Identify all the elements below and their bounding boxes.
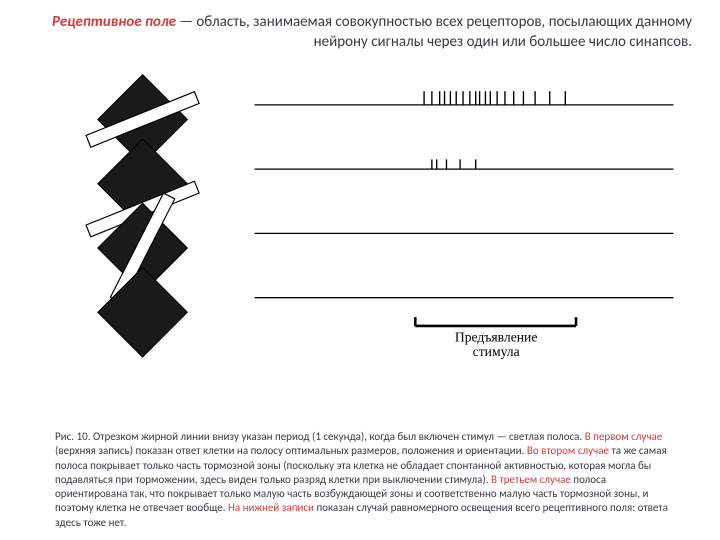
- caption-highlight-1: В первом случае: [585, 430, 663, 443]
- figure-svg: Предъявлениестимула: [22, 61, 682, 361]
- caption-highlight-3: В третьем случае: [491, 473, 571, 486]
- caption-seg-0: Отрезком жирной линии внизу указан перио…: [93, 430, 585, 443]
- slide: Рецептивное поле — область, занимаемая с…: [0, 0, 720, 540]
- heading-body: — область, занимаемая совокупностью всех…: [176, 13, 692, 51]
- caption-seg-1: (верхняя запись) показан ответ клетки на…: [55, 444, 527, 457]
- figure-area: Предъявлениестимула: [22, 61, 682, 361]
- svg-text:Предъявление: Предъявление: [455, 329, 537, 344]
- caption-highlight-2: Во втором случае: [527, 444, 609, 457]
- caption-highlight-4: На нижней записи: [228, 501, 314, 514]
- caption-prefix: Рис. 10.: [55, 430, 93, 443]
- heading-term: Рецептивное поле: [52, 13, 176, 31]
- svg-text:стимула: стимула: [473, 344, 520, 359]
- figure-caption: Рис. 10. Отрезком жирной линии внизу ука…: [55, 430, 680, 530]
- heading-block: Рецептивное поле — область, занимаемая с…: [12, 12, 692, 53]
